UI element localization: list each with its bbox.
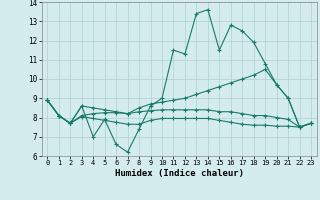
- X-axis label: Humidex (Indice chaleur): Humidex (Indice chaleur): [115, 169, 244, 178]
